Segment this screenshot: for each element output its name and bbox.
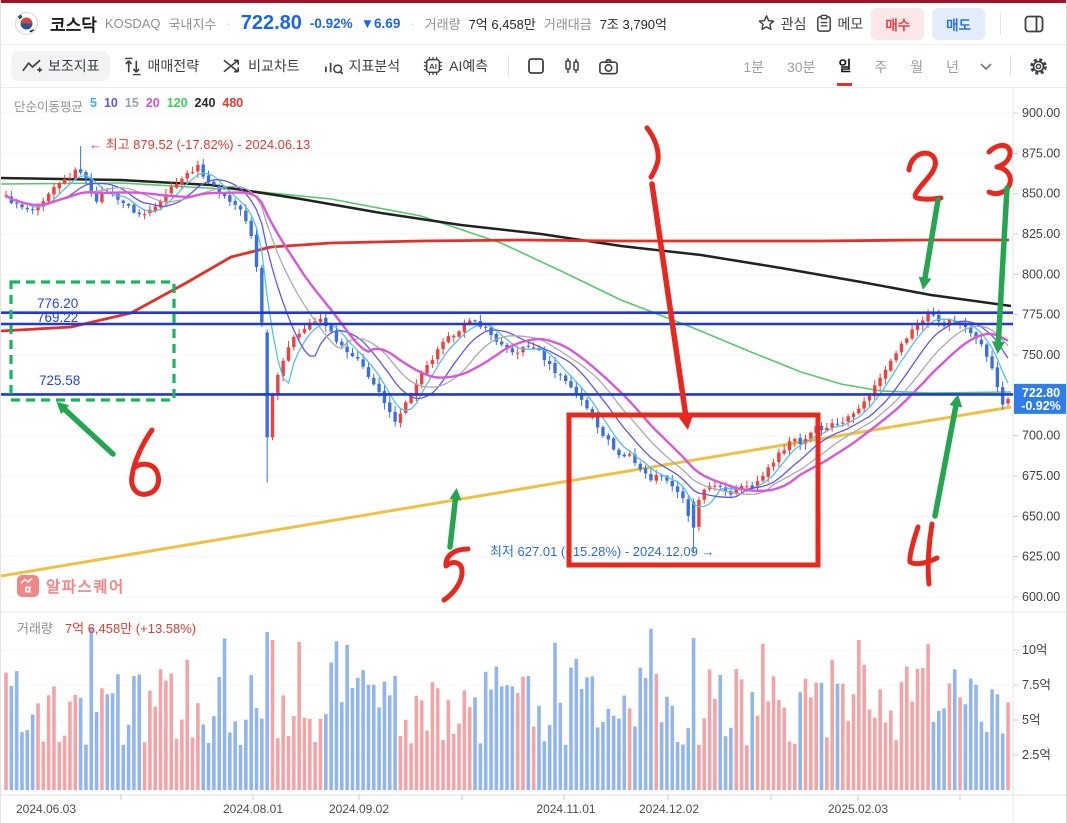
watchlist-label: 관심 [780, 15, 807, 32]
svg-text:900.00: 900.00 [1022, 106, 1060, 120]
indicator-button[interactable]: 보조지표 [11, 51, 110, 81]
index-title: 코스닥 [50, 16, 97, 35]
analysis-button[interactable]: 지표분석 [313, 51, 411, 81]
svg-text:2024.12.02: 2024.12.02 [639, 802, 699, 816]
korea-flag-icon [15, 12, 38, 35]
chevron-down-icon[interactable] [972, 57, 1000, 76]
svg-text:2025.02.03: 2025.02.03 [828, 802, 888, 816]
star-icon [757, 14, 776, 33]
ai-chip-icon: AI [423, 56, 443, 76]
svg-text:722.80: 722.80 [1022, 386, 1060, 400]
side-panel-toggle-button[interactable] [1016, 8, 1052, 40]
compare-label: 비교차트 [248, 58, 300, 74]
amount-value: 7조 3,790억 [599, 17, 667, 32]
svg-text:5억: 5억 [1022, 713, 1040, 727]
svg-text:650.00: 650.00 [1022, 509, 1060, 523]
divider [1000, 12, 1001, 35]
change-absolute: ▼6.69 [360, 16, 401, 31]
svg-text:776.20: 776.20 [37, 296, 78, 311]
compare-button[interactable]: 비교차트 [212, 51, 310, 81]
svg-text:2024.08.01: 2024.08.01 [223, 802, 283, 816]
svg-text:725.58: 725.58 [39, 373, 80, 388]
svg-text:769.22: 769.22 [37, 310, 78, 325]
svg-text:875.00: 875.00 [1022, 146, 1060, 160]
current-price: 722.80 [240, 12, 302, 34]
volume-value: 7억 6,458만 [468, 17, 536, 32]
svg-text:7.5억: 7.5억 [1022, 678, 1051, 692]
analysis-label: 지표분석 [348, 58, 401, 74]
svg-text:675.00: 675.00 [1022, 469, 1060, 483]
svg-text:750.00: 750.00 [1022, 348, 1060, 362]
timeframe-day[interactable]: 일 [837, 47, 853, 86]
header: 코스닥 KOSDAQ 국내지수 · 722.80 -0.92% ▼6.69 · … [1, 3, 1066, 45]
memo-label: 메모 [837, 15, 864, 32]
timeframe-month[interactable]: 월 [910, 59, 924, 75]
svg-text:2024.11.01: 2024.11.01 [536, 802, 595, 816]
svg-text:2024.09.02: 2024.09.02 [329, 802, 389, 816]
amount-label: 거래대금 [543, 17, 592, 32]
svg-text:10억: 10억 [1022, 643, 1047, 657]
analysis-icon [323, 57, 343, 76]
svg-text:AI: AI [429, 62, 437, 71]
indicator-icon [21, 57, 42, 75]
svg-text:775.00: 775.00 [1022, 308, 1060, 322]
gear-icon[interactable] [1021, 51, 1056, 82]
svg-text:-0.92%: -0.92% [1021, 399, 1061, 413]
separator-dot: · [226, 16, 231, 31]
memo-icon [815, 14, 833, 33]
camera-icon[interactable] [591, 52, 626, 81]
memo-button[interactable]: 메모 [815, 14, 864, 34]
volume-label: 거래량 [424, 17, 461, 32]
index-code: KOSDAQ [104, 16, 161, 31]
updown-arrows-icon [123, 57, 142, 76]
window-accent-bar [1, 0, 1066, 3]
compare-icon [222, 57, 242, 75]
svg-text:2.5억: 2.5억 [1022, 748, 1051, 762]
chart-toolbar: 보조지표 매매전략 비교차트 지표분석 AI AI예측 [1, 45, 1066, 88]
svg-text:800.00: 800.00 [1022, 267, 1060, 281]
indicator-label: 보조지표 [48, 58, 100, 74]
svg-text:825.00: 825.00 [1022, 227, 1060, 241]
timeframe-30min[interactable]: 30분 [786, 59, 816, 75]
layout-button[interactable] [519, 51, 553, 81]
divider [508, 55, 510, 77]
ai-predict-label: AI예측 [449, 58, 489, 74]
strategy-label: 매매전략 [147, 58, 200, 74]
index-market: 국내지수 [168, 17, 217, 32]
svg-text:850.00: 850.00 [1022, 187, 1060, 201]
separator-dot: · [410, 16, 415, 31]
ai-predict-button[interactable]: AI AI예측 [413, 51, 498, 81]
strategy-button[interactable]: 매매전략 [113, 51, 210, 81]
svg-text:최저 627.01 (+15.28%) - 2024.12.: 최저 627.01 (+15.28%) - 2024.12.09 → [490, 544, 714, 559]
buy-button[interactable]: 매수 [871, 7, 925, 40]
divider [1010, 55, 1011, 77]
timeframe-week[interactable]: 주 [874, 59, 888, 75]
svg-text:2024.06.03: 2024.06.03 [16, 802, 76, 816]
kosdaq-daily-chart[interactable]: 600.00 625.00 650.00 675.00 700.00 750.00 775.… [1, 88, 1067, 823]
timeframe-1min[interactable]: 1분 [743, 59, 764, 75]
svg-text:600.00: 600.00 [1022, 590, 1060, 604]
svg-text:← 최고 879.52 (-17.82%) - 2024.0: ← 최고 879.52 (-17.82%) - 2024.06.13 [89, 137, 310, 152]
timeframe-year[interactable]: 년 [946, 59, 959, 75]
svg-text:625.00: 625.00 [1022, 550, 1060, 564]
change-percent: -0.92% [309, 16, 353, 31]
watchlist-button[interactable]: 관심 [757, 14, 807, 34]
sell-button[interactable]: 매도 [932, 7, 985, 40]
svg-text:700.00: 700.00 [1022, 429, 1060, 443]
chart-style-button[interactable] [556, 51, 588, 81]
